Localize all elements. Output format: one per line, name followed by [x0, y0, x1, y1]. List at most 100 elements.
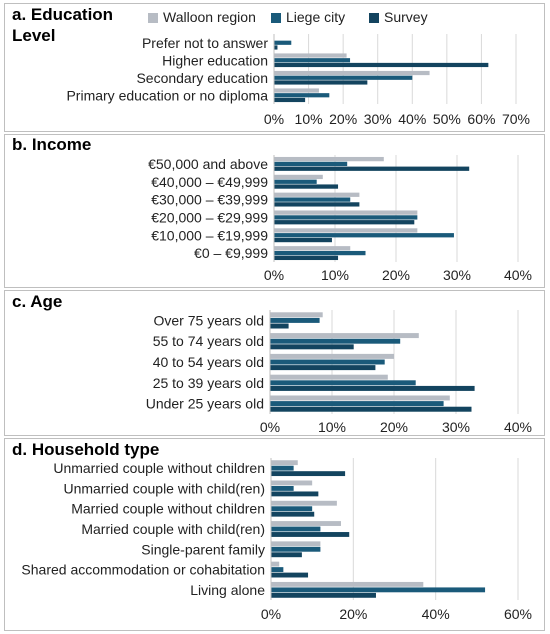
bar [274, 197, 351, 202]
bar [270, 365, 376, 371]
panel-border [4, 438, 545, 631]
category-label: Single-parent family [141, 541, 265, 557]
tick-label: 70% [502, 111, 530, 127]
bar [274, 93, 330, 98]
legend-item: Liege city [271, 9, 345, 25]
legend-swatch [369, 13, 379, 23]
category-label: €0 – €9,999 [194, 245, 268, 261]
panel-d: d. Household type 0% 20% 40% 60% Unmarried co… [4, 438, 545, 631]
bar [270, 353, 394, 359]
bar [274, 220, 415, 225]
bar [270, 344, 354, 350]
panel-c: c. Age 0% 10% 20% 30% 40% Over 75 years old 55 … [4, 290, 545, 436]
bar [271, 546, 321, 552]
bar [274, 45, 278, 50]
bar [270, 401, 444, 407]
bar [271, 485, 294, 491]
bar [274, 192, 360, 197]
panel-border [4, 3, 545, 132]
bar [274, 184, 339, 189]
bar [271, 465, 294, 471]
bar [274, 62, 489, 68]
bar [270, 338, 401, 344]
bar [270, 323, 289, 329]
category-label: €40,000 – €49,999 [151, 174, 268, 190]
bar [271, 491, 319, 497]
tick-label: 0% [261, 606, 281, 622]
panel-b: b. Income 0% 10% 20% 30% 40% €50,000 and above… [4, 134, 545, 288]
bar [274, 58, 351, 63]
bar [271, 480, 313, 486]
tick-label: 40% [504, 267, 532, 283]
category-label: Under 25 years old [146, 396, 264, 412]
legend-item: Walloon region [148, 9, 256, 25]
bar [274, 70, 430, 76]
category-label: Unmarried couple with child(ren) [63, 480, 265, 496]
bar [274, 166, 470, 171]
bar [271, 532, 350, 537]
bar [274, 80, 368, 85]
category-label: Secondary education [136, 70, 268, 86]
bar [274, 255, 339, 261]
panel-border [4, 290, 545, 436]
category-label: Higher education [162, 52, 268, 68]
tick-label: 60% [504, 606, 532, 622]
bar [274, 202, 360, 207]
tick-label: 40% [504, 419, 532, 435]
tick-label: 40% [422, 606, 450, 622]
bar [274, 53, 347, 58]
bar [274, 75, 413, 80]
legend: Walloon region Liege city Survey [148, 9, 428, 25]
tick-label: 20% [382, 267, 410, 283]
panel-title: c. Age [12, 292, 62, 311]
bar [274, 233, 454, 238]
bar [274, 97, 306, 103]
category-label: Over 75 years old [154, 312, 265, 328]
bar [274, 88, 319, 93]
bar [271, 552, 302, 558]
category-label: 25 to 39 years old [153, 375, 264, 391]
bar [270, 395, 450, 401]
category-label: €20,000 – €29,999 [151, 209, 268, 225]
tick-label: 0% [260, 419, 280, 435]
bar [270, 333, 419, 339]
category-label: Shared accommodation or cohabitation [21, 562, 265, 578]
category-label: 55 to 74 years old [153, 333, 264, 349]
category-label: Married couple with child(ren) [81, 521, 265, 537]
bar [271, 500, 337, 506]
bar [274, 210, 418, 215]
bar [271, 541, 321, 547]
panel-border [4, 134, 545, 288]
bar [271, 592, 376, 598]
tick-label: 10% [321, 267, 349, 283]
tick-label: 50% [433, 111, 461, 127]
panel-a: a. Education Level 0% 10% 20% 30% 40% 50% 60% 70%… [4, 3, 545, 132]
category-label: Prefer not to answer [142, 35, 268, 51]
tick-label: 20% [339, 606, 367, 622]
bar [271, 511, 315, 517]
bar [274, 174, 323, 180]
tick-label: 10% [318, 419, 346, 435]
panel-title-line2: Level [12, 26, 55, 45]
category-label: €50,000 and above [148, 156, 268, 172]
bar [274, 237, 332, 243]
category-label: Unmarried couple without children [53, 460, 265, 476]
bar [274, 246, 351, 251]
legend-swatch [148, 13, 158, 23]
bar [270, 312, 323, 318]
bar [271, 572, 309, 578]
bar [270, 380, 416, 386]
tick-label: 20% [380, 419, 408, 435]
bar [271, 506, 313, 512]
category-label: Primary education or no diploma [66, 87, 268, 103]
tick-label: 0% [264, 267, 284, 283]
bar [271, 471, 346, 477]
category-label: Married couple without children [71, 501, 265, 517]
category-label: €10,000 – €19,999 [151, 227, 268, 243]
panel-title: d. Household type [12, 440, 159, 459]
legend-label: Walloon region [163, 9, 256, 25]
category-label: €30,000 – €39,999 [151, 192, 268, 208]
bar [270, 317, 320, 323]
